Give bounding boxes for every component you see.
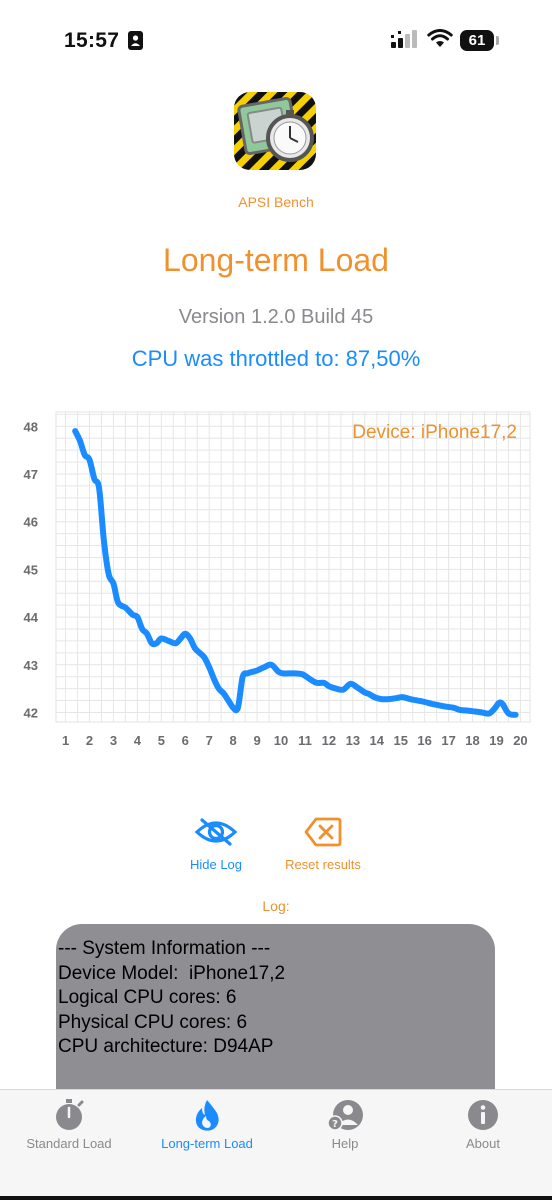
status-bar: 15:57 61 [0,0,552,80]
x-tick-label: 13 [346,733,360,748]
wifi-icon [427,29,453,47]
chart-grid [55,411,531,723]
x-tick-label: 6 [182,733,189,748]
x-tick-label: 5 [158,733,165,748]
x-tick-label: 10 [274,733,288,748]
y-tick-label: 43 [24,658,38,673]
log-line: --- System Information --- [58,938,271,959]
x-tick-label: 8 [230,733,237,748]
x-tick-label: 15 [393,733,407,748]
battery-tip [496,36,499,45]
x-tick-label: 17 [441,733,455,748]
y-axis-ticks: 48 47 46 45 44 43 42 [24,419,39,720]
help-person-icon: ? [327,1100,363,1131]
device-annotation: Device: iPhone17,2 [352,422,517,443]
tab-bar: Standard Load Long-term Load ? Help Abou… [0,1089,552,1200]
log-line: CPU architecture: D94AP [58,1036,274,1057]
svg-text:?: ? [332,1119,338,1130]
eye-slash-icon [194,818,238,846]
contact-card-icon [128,31,143,50]
y-tick-label: 47 [24,467,38,482]
x-tick-label: 2 [86,733,93,748]
hide-log-button[interactable]: Hide Log [180,816,252,872]
x-tick-label: 11 [298,733,312,748]
hide-log-label: Hide Log [189,857,243,872]
tab-label: About [466,1136,500,1151]
x-tick-label: 18 [465,733,479,748]
stopwatch-icon [56,1099,84,1130]
x-tick-label: 7 [206,733,213,748]
y-tick-label: 45 [24,562,38,577]
x-tick-label: 20 [513,733,527,748]
page-title: Long-term Load [163,242,389,278]
y-tick-label: 42 [24,705,38,720]
series-line [72,428,519,718]
version-text: Version 1.2.0 Build 45 [178,306,374,328]
x-tick-label: 16 [417,733,431,748]
home-indicator [0,1196,552,1200]
y-tick-label: 48 [24,419,38,434]
reset-results-button[interactable]: Reset results [276,816,370,872]
info-icon [468,1100,498,1130]
y-tick-label: 44 [24,610,39,625]
tab-standard-load[interactable]: Standard Load [0,1090,138,1151]
x-tick-label: 9 [253,733,260,748]
tab-label: Standard Load [26,1136,112,1151]
tab-about[interactable]: About [414,1090,552,1151]
battery-indicator: 61 [460,30,494,51]
x-tick-label: 3 [110,733,117,748]
reset-results-label: Reset results [285,857,361,872]
x-tick-label: 1 [62,733,69,748]
app-icon [234,92,316,170]
x-tick-label: 14 [370,733,385,748]
log-label: Log: [262,898,290,914]
x-axis-ticks: 1 2 3 4 5 6 7 8 9 10 11 12 13 14 15 16 17 18 19 20 [62,733,528,748]
app-name: APSI Bench [238,194,314,210]
y-tick-label: 46 [24,515,38,530]
log-line: Device Model: iPhone17,2 [58,962,286,984]
tab-label: Help [331,1136,359,1151]
log-line: Physical CPU cores: 6 [58,1011,248,1033]
throttle-result: CPU was throttled to: 87,50% [131,346,421,371]
x-tick-label: 12 [322,733,336,748]
tab-long-term-load[interactable]: Long-term Load [138,1090,276,1151]
log-line: Logical CPU cores: 6 [58,987,237,1008]
flame-icon [195,1100,219,1131]
x-tick-label: 4 [134,733,142,748]
tab-help[interactable]: ? Help [276,1090,414,1151]
status-time: 15:57 [64,29,120,52]
delete-backspace-icon [304,817,342,847]
x-tick-label: 19 [489,733,503,748]
tab-label: Long-term Load [161,1136,253,1151]
cellular-signal-icon [391,30,417,48]
